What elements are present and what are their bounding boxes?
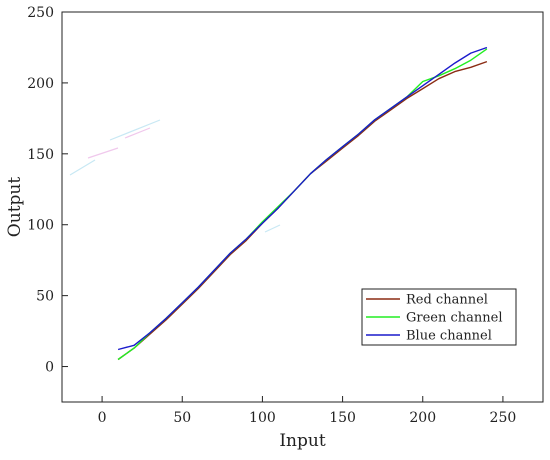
- series-lines: [117, 46, 488, 361]
- x-tick-label: 200: [409, 410, 436, 426]
- x-tick-label: 100: [249, 410, 276, 426]
- x-tick-label: 150: [329, 410, 356, 426]
- y-tick-label: 150: [27, 147, 54, 163]
- y-tick-label: 0: [45, 360, 54, 376]
- legend: Red channel Green channel Blue channel: [361, 288, 517, 346]
- y-tick-label: 50: [36, 289, 54, 305]
- faint-background-strokes: [69, 119, 281, 233]
- x-tick-label: 250: [490, 410, 517, 426]
- plot-frame: [61, 11, 544, 403]
- y-axis: 0 50 100 150 200 250: [27, 5, 68, 376]
- legend-label: Blue channel: [406, 329, 492, 344]
- y-tick-label: 200: [27, 76, 54, 92]
- y-tick-label: 100: [27, 218, 54, 234]
- artifact-stroke: [109, 119, 161, 141]
- legend-label: Green channel: [406, 311, 503, 326]
- y-axis-title: Output: [5, 177, 25, 238]
- legend-label: Red channel: [406, 293, 488, 308]
- y-tick-label: 250: [27, 5, 54, 21]
- artifact-stroke: [87, 147, 119, 159]
- artifact-stroke: [264, 224, 281, 233]
- artifact-stroke: [69, 159, 96, 176]
- x-tick-label: 50: [173, 410, 191, 426]
- artifact-stroke: [124, 127, 151, 139]
- series-line-blue-channel: [117, 46, 488, 351]
- x-axis: 0 50 100 150 200 250: [98, 396, 517, 426]
- x-tick-label: 0: [98, 410, 107, 426]
- x-axis-title: Input: [279, 431, 325, 451]
